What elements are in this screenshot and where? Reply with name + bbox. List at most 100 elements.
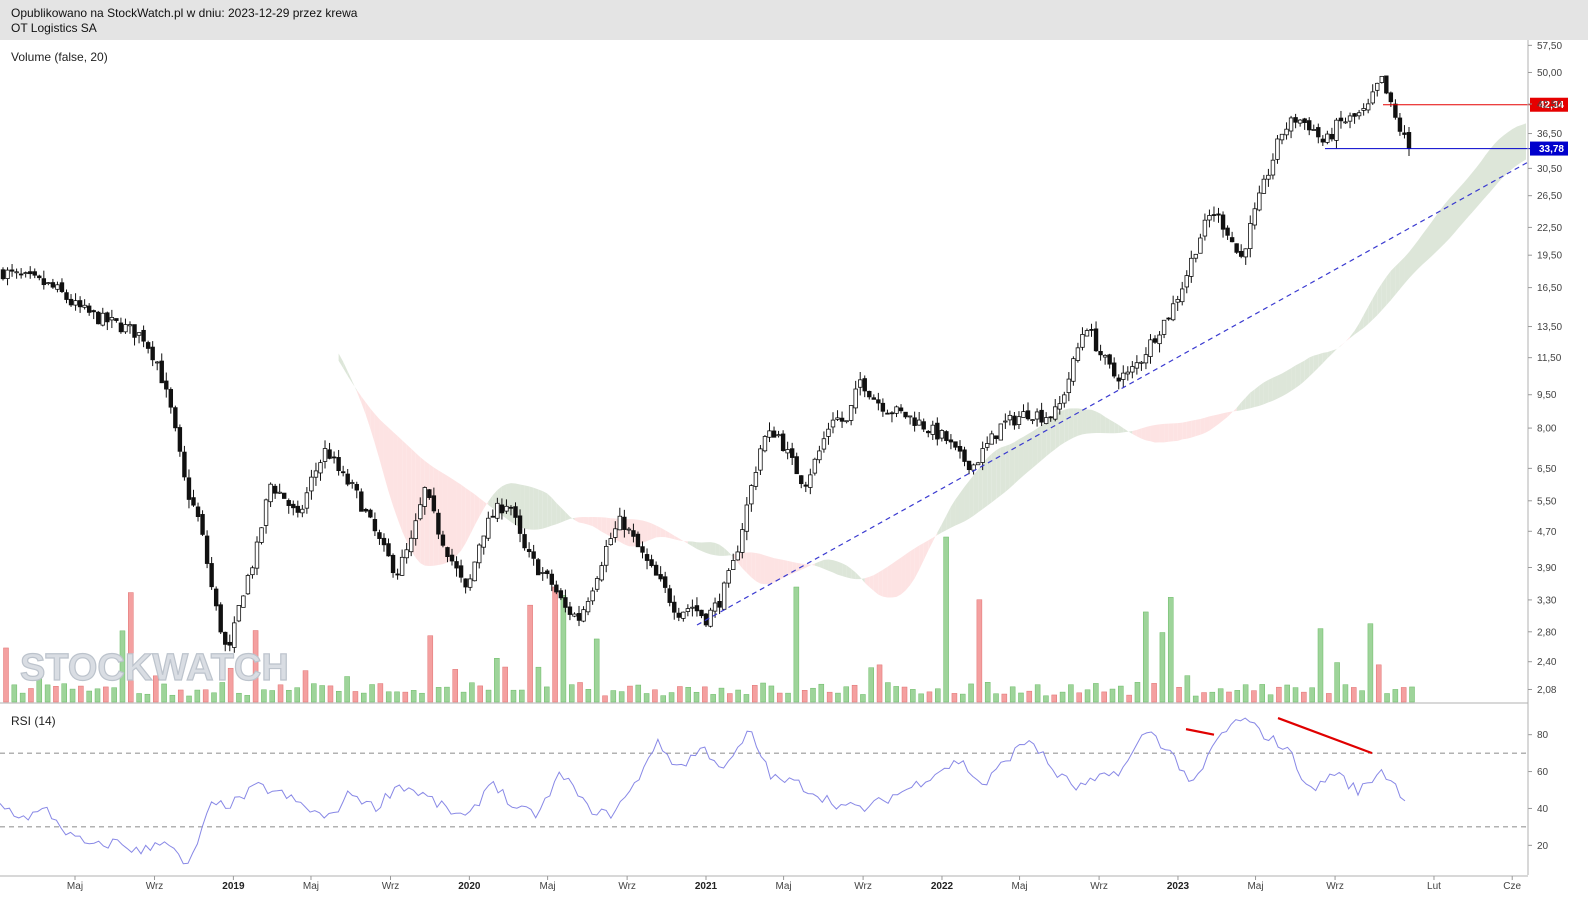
cloud-bear-segment [461, 484, 466, 551]
candle-body [1121, 372, 1126, 380]
volume-bar [1359, 690, 1365, 703]
candle-body [504, 505, 509, 512]
cloud-bull-segment [823, 559, 829, 571]
volume-bar [677, 686, 683, 703]
volume-bar [1159, 632, 1166, 703]
candle-body [272, 485, 278, 494]
time-tick-label: Maj [303, 881, 319, 892]
cloud-bull-segment [1291, 365, 1296, 392]
volume-bar [1201, 692, 1207, 703]
cloud-bull-segment [1381, 276, 1387, 311]
candle-body [848, 405, 854, 421]
candle-body [1393, 103, 1398, 118]
cloud-bear-segment [891, 560, 897, 598]
volume-bar [219, 682, 226, 703]
cloud-bear-segment [452, 478, 457, 560]
candle-body [590, 590, 595, 602]
candle-body [1084, 330, 1090, 337]
candle-body [749, 485, 754, 505]
cloud-bull-segment [1028, 431, 1033, 472]
candle-body [876, 399, 881, 404]
candle-body [82, 304, 87, 308]
candle-body [1111, 362, 1117, 377]
cloud-bull-segment [1395, 261, 1400, 295]
volume-bar [568, 684, 575, 703]
cloud-bear-segment [901, 554, 906, 595]
time-tick-label: 2022 [931, 881, 954, 892]
cloud-bear-segment [810, 563, 815, 566]
cloud-bear-segment [356, 389, 362, 403]
cloud-bull-segment [1517, 124, 1522, 166]
volume-bar [385, 691, 392, 703]
candle-body [1189, 257, 1194, 277]
candle-body [1275, 138, 1280, 160]
candle-body [776, 434, 781, 437]
candle-body [363, 508, 369, 512]
candle-body [1198, 237, 1203, 254]
volume-bar [186, 695, 192, 703]
cloud-bull-segment [1109, 419, 1115, 434]
cloud-bull-segment [1359, 315, 1364, 332]
candle-body [159, 360, 164, 384]
candle-body [975, 462, 981, 466]
volume-bar [1209, 691, 1216, 703]
volume-bar [876, 664, 883, 703]
cloud-bear-segment [1136, 428, 1142, 439]
cloud-bull-segment [687, 541, 693, 547]
candle-body [1234, 243, 1239, 253]
candle-body [245, 575, 251, 595]
volume-bar [1367, 623, 1374, 703]
cloud-bear-segment [583, 517, 589, 525]
cloud-bull-segment [1463, 178, 1468, 223]
cloud-bear-segment [1168, 423, 1174, 442]
candle-body [1130, 366, 1135, 373]
candle-body [1043, 417, 1049, 424]
instrument-name: OT Logistics SA [11, 21, 97, 35]
cloud-bear-segment [606, 517, 611, 537]
volume-bar [552, 586, 558, 703]
volume-bar [177, 689, 184, 703]
candle-body [549, 573, 554, 585]
candle-body [1261, 178, 1267, 194]
cloud-bull-segment [1086, 409, 1092, 434]
candle-body [440, 534, 446, 546]
candle-body [399, 556, 405, 576]
candle-body [1225, 227, 1230, 236]
volume-bar [635, 684, 642, 703]
cloud-bull-segment [706, 542, 711, 555]
volume-bar [951, 693, 958, 703]
cloud-bear-segment [923, 540, 929, 561]
volume-bar [1392, 689, 1399, 703]
candle-body [653, 564, 659, 576]
candle-body [681, 611, 686, 619]
rsi-tick-label: 80 [1537, 730, 1549, 741]
cloud-bull-segment [1331, 349, 1337, 354]
candle-body [916, 419, 922, 426]
volume-bar [111, 687, 117, 703]
candle-body [123, 324, 128, 333]
candle-body [1170, 303, 1176, 321]
candle-body [853, 388, 858, 409]
cloud-bull-segment [542, 491, 548, 529]
candle-body [1384, 75, 1389, 94]
candle-body [921, 421, 926, 430]
cloud-bear-segment [1150, 424, 1156, 443]
candle-body [18, 273, 24, 276]
candle-body [241, 595, 246, 608]
volume-bar [685, 687, 691, 703]
candle-body [223, 631, 228, 645]
candle-body [939, 430, 945, 439]
price-tick-label: 13,50 [1537, 322, 1562, 333]
cloud-bull-segment [1399, 257, 1405, 290]
cloud-bull-segment [1454, 188, 1459, 234]
candle-body [281, 492, 287, 499]
candle-body [150, 346, 155, 361]
candle-body [486, 517, 491, 539]
candle-body [626, 528, 632, 531]
volume-bar [535, 666, 542, 703]
cloud-bull-segment [855, 572, 861, 580]
price-tick-label: 2,80 [1537, 627, 1557, 638]
candle-body [989, 433, 994, 445]
cloud-bear-segment [910, 548, 915, 586]
cloud-bull-segment [1499, 135, 1504, 182]
